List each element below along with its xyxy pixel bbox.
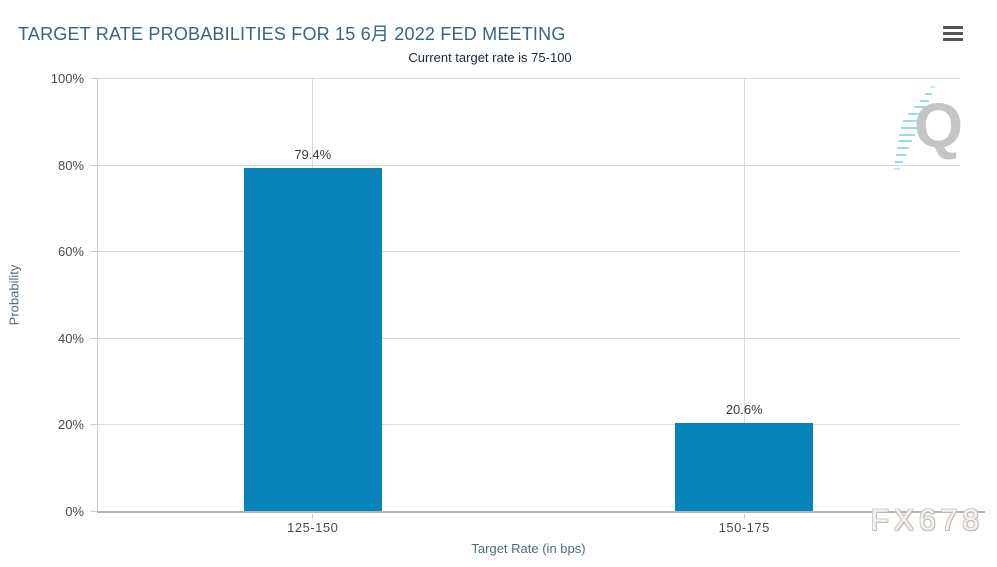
y-tick-label: 40% [57, 330, 84, 346]
x-axis-title: Target Rate (in bps) [471, 541, 586, 556]
y-axis-tick [91, 337, 97, 339]
chart-title: TARGET RATE PROBABILITIES FOR 15 6月 2022… [18, 24, 566, 44]
probability-bar[interactable] [675, 422, 814, 512]
x-axis-tick [743, 514, 745, 519]
y-axis-tick [91, 78, 97, 79]
y-axis-tick [91, 164, 97, 166]
y-axis-line [97, 79, 98, 512]
x-tick-label: 150-175 [718, 520, 770, 535]
y-tick-label: 0% [65, 504, 84, 519]
bar-value-label: 79.4% [294, 147, 332, 163]
y-tick-label: 60% [57, 244, 84, 260]
plot-area: 79.4% 125-150 20.6% 150-175 [91, 78, 960, 535]
gridline [97, 78, 960, 79]
gridline [97, 251, 960, 253]
x-axis-line [97, 511, 985, 513]
gridline [743, 79, 745, 512]
y-axis-labels: 0% 20% 40% 60% 80% 100% [0, 71, 90, 519]
hamburger-menu-icon [943, 25, 963, 29]
y-tick-label: 20% [57, 417, 84, 433]
y-axis-tick [91, 251, 97, 253]
x-tick-label: 125-150 [287, 520, 339, 535]
y-axis-tick [91, 424, 97, 426]
y-tick-label: 100% [50, 71, 84, 86]
gridline [97, 424, 960, 426]
x-axis-tick [312, 514, 314, 519]
fx678-watermark: FX678 [870, 504, 984, 537]
chart-context-menu-button[interactable] [943, 24, 965, 42]
probability-bar[interactable] [243, 168, 382, 512]
chart-subtitle: Current target rate is 75-100 [408, 50, 572, 65]
y-axis-tick [91, 511, 97, 512]
y-axis-title: Probability [6, 264, 22, 326]
gridline [97, 164, 960, 166]
gridline [97, 337, 960, 339]
y-tick-label: 80% [57, 157, 84, 173]
bar-value-label: 20.6% [725, 401, 763, 417]
